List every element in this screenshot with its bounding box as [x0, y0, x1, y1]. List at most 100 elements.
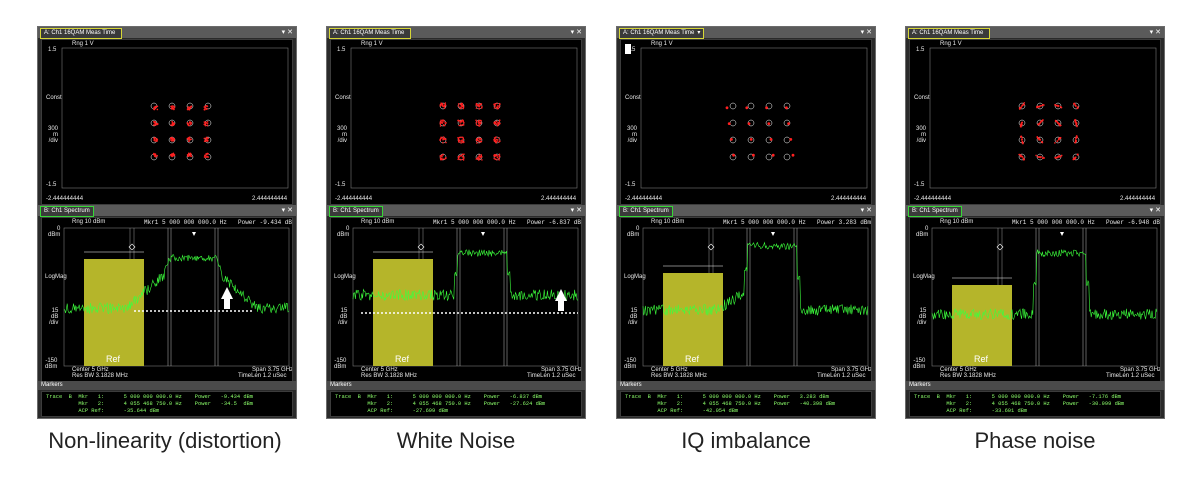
close-icon[interactable]: ✕ — [287, 207, 293, 214]
y-mid-label: LogMag — [624, 274, 646, 280]
measured-symbol-point — [458, 138, 460, 141]
constellation-tab[interactable]: A: Ch1 16QAM Meas Time ▾ — [619, 28, 705, 39]
constellation-view[interactable]: Rng 1 V 1.5 Const 300 m /div -1.5 -2.44444444… — [620, 39, 872, 205]
close-icon[interactable]: ✕ — [576, 207, 582, 214]
dropdown-icon[interactable]: ▾ — [1149, 29, 1156, 36]
window-controls: ▾ ✕ — [1150, 205, 1161, 216]
close-icon[interactable]: ✕ — [866, 207, 872, 214]
ideal-symbol-point — [765, 102, 773, 110]
ref-label: Ref — [685, 354, 700, 364]
measured-symbol-point — [495, 141, 497, 144]
measured-symbol-point — [478, 122, 480, 125]
constellation-tab[interactable]: A: Ch1 16QAM Meas Time — [908, 28, 991, 39]
measured-symbol-point — [480, 107, 483, 109]
measured-symbol-point — [1036, 105, 1038, 108]
marker-row: ACP Ref: -33.601 dBm — [914, 408, 1028, 414]
spectrum-view[interactable]: Ref Rng 10 dBm Mkr1 5 000 000 000.0 Hz Powe… — [620, 217, 872, 382]
ideal-symbol-point — [1018, 119, 1026, 127]
x-left-label: -2.444444444 — [625, 196, 663, 202]
measured-symbol-point — [207, 152, 209, 155]
spectrum-tab[interactable]: B: Ch1 Spectrum — [908, 206, 962, 217]
center-label: Center 5 GHz — [651, 367, 688, 373]
marker-row: ACP Ref: -42.054 dBm — [625, 408, 739, 414]
measured-symbol-point — [1041, 141, 1044, 144]
spectrum-view[interactable]: Ref Rng 10 dBm Mkr1 5 000 000 000.0 Hz Powe… — [909, 217, 1161, 382]
measured-symbol-point — [440, 119, 442, 122]
spectrum-titlebar: B: Ch1 Spectrum ▾ ✕ — [38, 205, 296, 217]
spectrum-frame — [642, 227, 869, 367]
measured-symbol-point — [441, 137, 443, 139]
spectrum-tab[interactable]: B: Ch1 Spectrum — [40, 206, 94, 217]
measured-symbol-point — [439, 125, 442, 127]
y-mid-label: LogMag — [913, 274, 935, 280]
measured-symbol-point — [477, 139, 479, 142]
measured-symbol-point — [188, 108, 190, 110]
measured-symbol-point — [475, 107, 478, 109]
measured-symbol-point — [459, 120, 462, 123]
measured-symbol-point — [494, 123, 497, 125]
measured-symbol-point — [459, 158, 462, 161]
measured-symbol-point — [153, 108, 156, 110]
measured-symbol-point — [207, 156, 209, 158]
spectrum-trace — [642, 241, 869, 316]
tab-menu-icon[interactable]: ▾ — [697, 30, 701, 36]
close-icon[interactable]: ✕ — [866, 29, 872, 36]
ref-label: Ref — [974, 354, 989, 364]
ref-band — [84, 259, 144, 366]
measured-symbol-point — [154, 137, 156, 139]
measured-symbol-point — [156, 154, 158, 157]
close-icon[interactable]: ✕ — [1155, 207, 1161, 214]
measured-symbol-point — [747, 122, 751, 125]
measured-symbol-point — [1058, 123, 1060, 126]
dropdown-icon[interactable]: ▾ — [570, 29, 577, 36]
up-arrow-icon — [555, 289, 567, 311]
measured-symbol-point — [1059, 136, 1061, 139]
dropdown-icon[interactable]: ▾ — [1149, 207, 1156, 214]
close-icon[interactable]: ✕ — [576, 29, 582, 36]
constellation-view[interactable]: Rng 1 V 1.5 Const 300 m /div -1.5 -2.44444444… — [909, 39, 1161, 205]
spectrum-tab[interactable]: B: Ch1 Spectrum — [329, 206, 383, 217]
measured-symbol-point — [1020, 136, 1023, 138]
measured-symbol-point — [1060, 154, 1063, 157]
measured-symbol-point — [206, 124, 209, 127]
spectrum-tab[interactable]: B: Ch1 Spectrum — [619, 206, 673, 217]
spectrum-view[interactable]: Ref Rng 10 dBm Mkr1 5 000 000 000.0 Hz Powe… — [41, 217, 293, 382]
constellation-tab[interactable]: A: Ch1 16QAM Meas Time — [40, 28, 123, 39]
measured-symbol-point — [1074, 156, 1077, 159]
power-readout: Power -9.434 dBm — [238, 219, 293, 226]
measured-symbol-point — [493, 121, 496, 124]
center-label: Center 5 GHz — [361, 367, 398, 373]
ideal-symbol-point — [783, 119, 791, 127]
constellation-tab[interactable]: A: Ch1 16QAM Meas Time — [329, 28, 412, 39]
measured-symbol-point — [1038, 139, 1041, 141]
dropdown-icon[interactable]: ▾ — [281, 29, 288, 36]
ref-band — [663, 273, 723, 366]
resbw-label: Res BW 3.1828 MHz — [940, 373, 997, 379]
close-icon[interactable]: ✕ — [287, 29, 293, 36]
markers-table: Trace B Mkr 1: 5 000 000 000.0 Hz Power … — [620, 391, 872, 417]
measured-symbol-point — [495, 106, 498, 109]
measured-symbol-point — [789, 138, 793, 141]
measured-symbol-point — [498, 105, 501, 108]
measured-symbol-point — [1021, 121, 1024, 124]
measured-symbol-point — [1055, 157, 1058, 159]
measured-symbol-point — [725, 106, 729, 110]
dropdown-icon[interactable]: ▾ — [570, 207, 577, 214]
up-arrow-icon — [221, 287, 233, 309]
measured-symbol-point — [445, 157, 447, 160]
constellation-view[interactable]: Rng 1 V 1.5 Const 300 m /div -1.5 -2.44444444… — [330, 39, 582, 205]
measured-symbol-point — [440, 102, 443, 105]
dropdown-icon[interactable]: ▾ — [860, 29, 867, 36]
markers-table: Trace B Mkr 1: 5 000 000 000.0 Hz Power … — [909, 391, 1161, 417]
measured-symbol-point — [443, 138, 445, 140]
close-icon[interactable]: ✕ — [1155, 29, 1161, 36]
ideal-symbol-point — [1018, 153, 1026, 161]
dropdown-icon[interactable]: ▾ — [281, 207, 288, 214]
measured-symbol-point — [1058, 137, 1060, 140]
measured-symbol-point — [1021, 123, 1023, 126]
measured-symbol-point — [170, 105, 173, 108]
spectrum-view[interactable]: Ref Rng 10 dBm Mkr1 5 000 000 000.0 Hz Powe… — [330, 217, 582, 382]
dropdown-icon[interactable]: ▾ — [860, 207, 867, 214]
measured-symbol-point — [153, 153, 155, 156]
constellation-view[interactable]: Rng 1 V 1.5 Const 300 m /div -1.5 -2.44444444… — [41, 39, 293, 205]
